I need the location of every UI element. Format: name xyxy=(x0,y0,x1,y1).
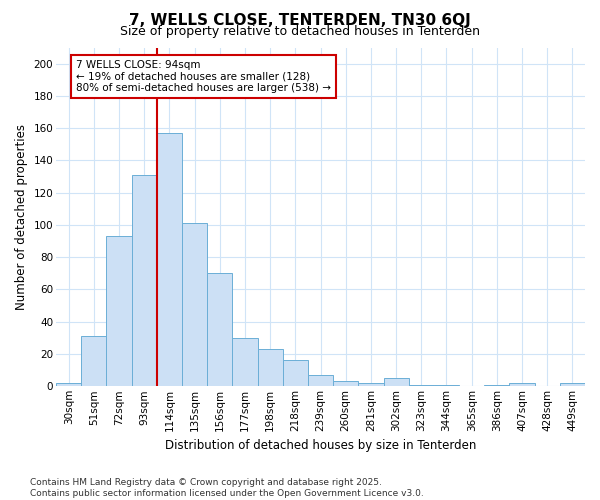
Bar xyxy=(383,378,409,386)
Bar xyxy=(257,349,283,387)
Bar xyxy=(157,133,182,386)
Text: 7 WELLS CLOSE: 94sqm
← 19% of detached houses are smaller (128)
80% of semi-deta: 7 WELLS CLOSE: 94sqm ← 19% of detached h… xyxy=(76,60,331,93)
Bar xyxy=(308,375,333,386)
Bar xyxy=(56,383,81,386)
Bar xyxy=(207,274,232,386)
Text: Size of property relative to detached houses in Tenterden: Size of property relative to detached ho… xyxy=(120,25,480,38)
Bar xyxy=(409,384,434,386)
Bar xyxy=(283,360,308,386)
Bar xyxy=(232,338,257,386)
Y-axis label: Number of detached properties: Number of detached properties xyxy=(15,124,28,310)
Bar xyxy=(131,175,157,386)
Bar xyxy=(106,236,131,386)
Text: Contains HM Land Registry data © Crown copyright and database right 2025.
Contai: Contains HM Land Registry data © Crown c… xyxy=(30,478,424,498)
Text: 7, WELLS CLOSE, TENTERDEN, TN30 6QJ: 7, WELLS CLOSE, TENTERDEN, TN30 6QJ xyxy=(129,12,471,28)
Bar xyxy=(81,336,106,386)
Bar xyxy=(509,383,535,386)
Bar xyxy=(484,384,509,386)
Bar xyxy=(358,383,383,386)
Bar xyxy=(434,384,459,386)
Bar xyxy=(333,382,358,386)
X-axis label: Distribution of detached houses by size in Tenterden: Distribution of detached houses by size … xyxy=(165,440,476,452)
Bar xyxy=(182,224,207,386)
Bar xyxy=(560,383,585,386)
